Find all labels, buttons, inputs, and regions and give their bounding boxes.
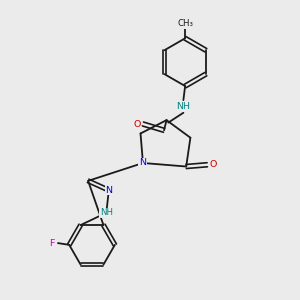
Text: N: N <box>105 186 112 195</box>
Text: N: N <box>139 158 146 167</box>
Text: NH: NH <box>176 102 190 111</box>
Text: O: O <box>209 160 217 169</box>
Text: NH: NH <box>100 208 113 217</box>
Text: CH₃: CH₃ <box>177 19 193 28</box>
Text: O: O <box>133 119 141 128</box>
Text: F: F <box>49 238 54 247</box>
